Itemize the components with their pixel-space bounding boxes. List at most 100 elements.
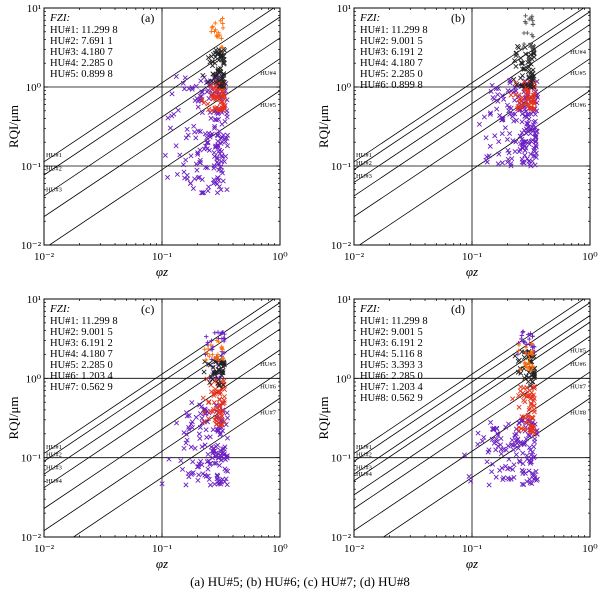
data-point [219, 345, 224, 351]
data-point [197, 424, 203, 430]
data-point [218, 69, 224, 75]
legend-title: FZI: [49, 303, 70, 315]
data-point [512, 97, 518, 103]
x-tick-label: 10⁻¹ [152, 543, 172, 555]
data-point [524, 385, 530, 391]
data-point [493, 436, 500, 442]
legend-entry: HU#4: 4.180 7 [360, 58, 423, 69]
data-point [171, 111, 177, 117]
data-point [514, 81, 520, 88]
x-axis-label: φz [156, 264, 168, 279]
data-point [531, 90, 537, 96]
data-point [217, 396, 223, 402]
data-point [531, 407, 537, 413]
data-point [216, 167, 222, 173]
data-point [491, 427, 497, 433]
data-point [215, 50, 221, 56]
data-point [534, 477, 540, 483]
data-point [214, 369, 220, 375]
legend-entry: HU#4: 4.180 7 [50, 349, 113, 360]
legend-entry: HU#1: 11.299 8 [360, 316, 428, 327]
figure: 10⁻² 10⁻¹ 10⁰ 10⁻² 10⁻¹ 10⁰ 10¹ φz RQI/μm (a) FZI:… [6, 3, 598, 571]
data-point [211, 460, 217, 466]
y-axis-label: RQI/μm [316, 396, 331, 439]
data-point [213, 414, 219, 420]
panel-label: (a) [141, 11, 154, 25]
data-point [203, 357, 209, 363]
data-point [180, 162, 186, 168]
data-point [528, 402, 534, 408]
data-point [511, 474, 517, 480]
data-point [487, 111, 493, 117]
data-point [199, 462, 205, 468]
data-point [217, 100, 223, 106]
data-point [492, 133, 498, 139]
data-point [195, 150, 201, 156]
data-point [219, 88, 225, 94]
data-point [516, 393, 522, 399]
data-point [529, 423, 535, 429]
data-point [216, 339, 221, 345]
data-point [183, 482, 189, 488]
data-point [167, 125, 173, 131]
data-point [530, 97, 536, 103]
legend-entry: HU#3: 6.191 2 [50, 338, 113, 349]
line-label: HU#3 [46, 186, 62, 193]
legend-entry: HU#1: 11.299 8 [50, 25, 118, 36]
data-point [220, 132, 227, 138]
data-point [212, 29, 217, 34]
data-point [530, 384, 536, 390]
data-point [516, 104, 522, 110]
data-point [488, 419, 494, 425]
data-point [218, 18, 223, 23]
x-tick-label: 10⁰ [272, 543, 288, 555]
data-point [223, 153, 229, 159]
series-5 [516, 341, 536, 373]
data-point [217, 432, 223, 438]
data-point [220, 45, 225, 50]
line-label: HU#4 [356, 471, 373, 478]
data-point [519, 60, 525, 67]
data-point [192, 129, 198, 135]
data-point [528, 459, 534, 465]
data-point [531, 424, 537, 430]
data-point [218, 452, 224, 458]
data-point [486, 153, 492, 159]
x-tick-label: 10⁻² [344, 251, 365, 263]
data-point [521, 397, 527, 403]
data-point [195, 477, 201, 483]
data-point [517, 367, 523, 372]
data-point [205, 466, 211, 472]
data-point [526, 75, 532, 81]
data-point [524, 479, 530, 485]
data-point [466, 473, 472, 480]
x-tick-label: 10⁻² [34, 543, 55, 555]
data-point [496, 139, 502, 145]
data-point [221, 56, 227, 62]
line-label: HU#2 [46, 165, 62, 172]
data-point [205, 340, 210, 345]
data-point [529, 76, 535, 82]
data-point [213, 117, 219, 123]
legend-entry: HU#3: 6.191 2 [360, 47, 423, 58]
data-point [521, 79, 527, 85]
data-point [221, 92, 227, 98]
data-point [523, 145, 529, 151]
series-4 [209, 16, 226, 50]
data-point [527, 427, 533, 433]
line-label: HU#1 [46, 152, 62, 159]
legend-entry: HU#6: 1.203 4 [50, 371, 113, 382]
legend-entry: HU#1: 11.299 8 [50, 316, 118, 327]
data-point [203, 352, 208, 357]
data-point [208, 91, 214, 97]
figure-caption: (a) HU#5; (b) HU#6; (c) HU#7; (d) HU#8 [190, 574, 410, 589]
data-point [199, 110, 205, 116]
data-point [213, 444, 219, 450]
data-point [531, 47, 537, 53]
data-point [476, 121, 482, 127]
y-tick-label: 10¹ [337, 294, 351, 306]
data-point [197, 411, 203, 417]
data-point [533, 154, 539, 160]
data-point [521, 41, 527, 47]
data-point [533, 132, 539, 138]
